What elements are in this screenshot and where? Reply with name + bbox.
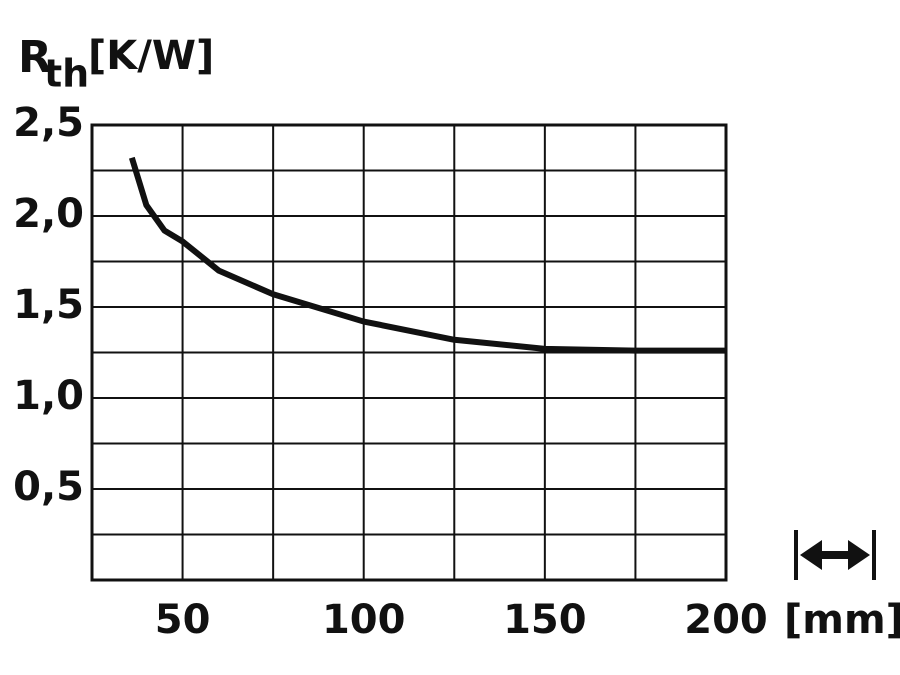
x-tick-label: 100 (322, 597, 406, 643)
y-tick-label: 0,5 (13, 464, 84, 510)
y-unit: [K/W] (88, 33, 214, 79)
x-unit: [mm] (784, 597, 900, 643)
x-tick-label: 200 (684, 597, 768, 643)
x-tick-label: 150 (503, 597, 587, 643)
y-subscript: th (44, 52, 89, 96)
x-tick-label: 50 (155, 597, 211, 643)
y-tick-label: 1,0 (13, 373, 84, 419)
y-tick-label: 2,5 (13, 100, 84, 146)
curve (128, 156, 726, 354)
y-tick-label: 1,5 (13, 282, 84, 328)
y-symbol: R (18, 32, 52, 83)
dimension-icon (794, 530, 876, 580)
y-tick-label: 2,0 (13, 191, 84, 237)
